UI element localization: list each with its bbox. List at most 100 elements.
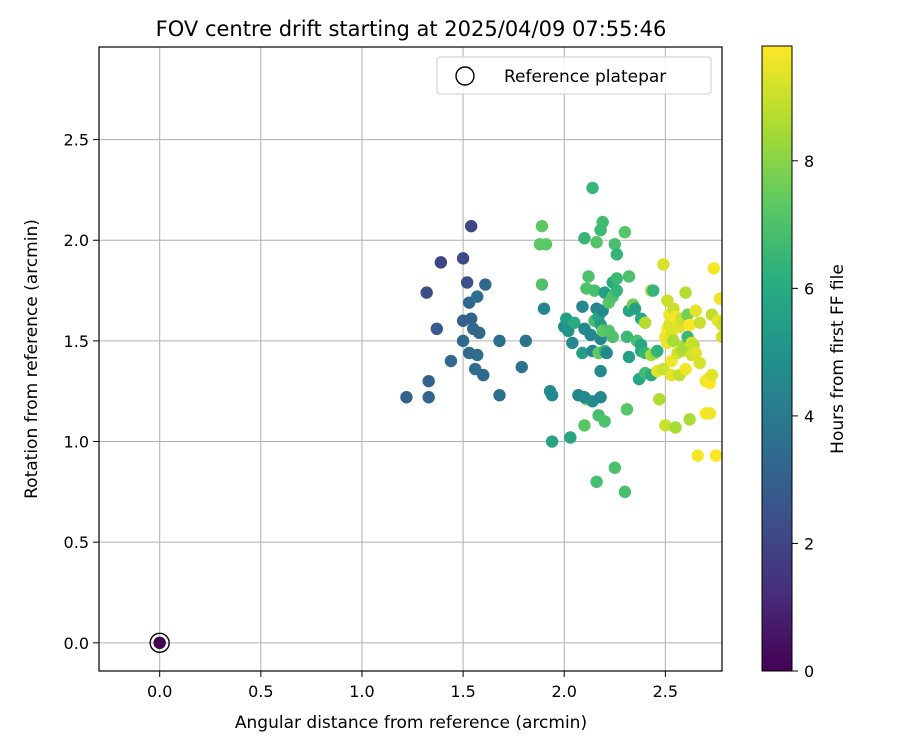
scatter-point xyxy=(594,391,607,404)
scatter-point xyxy=(715,318,722,331)
scatter-point xyxy=(434,256,448,269)
y-tick-label: 0.5 xyxy=(64,533,89,552)
scatter-point xyxy=(471,348,484,362)
y-tick-label: 1.5 xyxy=(64,332,89,351)
legend-reference-label: Reference platepar xyxy=(504,67,666,87)
scatter-point xyxy=(545,389,559,402)
scatter-point xyxy=(477,368,490,382)
scatter-point xyxy=(576,346,589,360)
scatter-point xyxy=(568,316,581,329)
reference-point xyxy=(153,636,166,650)
x-tick-label: 1.5 xyxy=(450,682,475,701)
x-tick-label: 1.0 xyxy=(349,682,374,701)
reference-platepar-marker xyxy=(149,632,170,654)
scatter-point xyxy=(610,272,624,285)
scatter-point xyxy=(715,330,722,344)
scatter-point xyxy=(705,368,719,382)
y-axis-ticks: 0.0 0.5 1.0 1.5 2.0 2.5 xyxy=(64,131,99,653)
y-tick-label: 0.0 xyxy=(64,634,89,653)
scatter-point xyxy=(535,219,549,233)
scatter-point xyxy=(653,393,666,406)
legend-box xyxy=(436,56,712,95)
scatter-point xyxy=(420,286,433,299)
scatter-point xyxy=(600,346,613,360)
scatter-point xyxy=(657,258,670,271)
colorbar-ticks: 0 2 4 6 8 xyxy=(792,152,814,681)
colorbar-tick-label: 4 xyxy=(804,407,814,426)
scatter-point xyxy=(638,316,652,329)
y-axis-label: Rotation from reference (arcmin) xyxy=(22,219,42,499)
scatter-point xyxy=(584,328,597,342)
scatter-points xyxy=(400,181,722,499)
scatter-point xyxy=(590,236,603,249)
scatter-point xyxy=(596,215,609,229)
scatter-point xyxy=(430,322,443,336)
scatter-point xyxy=(493,389,506,402)
reference-marker-group xyxy=(149,632,170,654)
scatter-point xyxy=(647,284,660,297)
scatter-point xyxy=(460,276,474,289)
scatter-point xyxy=(582,270,595,283)
scatter-point xyxy=(683,413,696,426)
scatter-point xyxy=(588,284,601,297)
colorbar-tick-label: 0 xyxy=(804,662,814,681)
scatter-point xyxy=(545,435,559,448)
scatter-point xyxy=(691,449,704,462)
scatter-point xyxy=(713,292,722,305)
scatter-point xyxy=(594,364,607,378)
scatter-point xyxy=(622,350,636,364)
colorbar-tick-label: 8 xyxy=(804,152,814,171)
scatter-point xyxy=(519,334,532,348)
scatter-point xyxy=(628,302,642,315)
scatter-point xyxy=(444,354,458,368)
colorbar-tick-label: 6 xyxy=(804,279,814,298)
scatter-point xyxy=(539,238,553,251)
scatter-point xyxy=(620,403,634,416)
y-tick-label: 2.0 xyxy=(64,231,89,250)
scatter-point xyxy=(679,286,692,299)
scatter-point xyxy=(464,312,478,325)
scatter-point xyxy=(618,225,632,239)
y-tick-label: 2.5 xyxy=(64,131,89,150)
scatter-point xyxy=(606,330,619,344)
scatter-point xyxy=(479,278,492,291)
legend: Reference platepar xyxy=(436,56,712,95)
scatter-point xyxy=(598,415,611,428)
x-tick-label: 0.0 xyxy=(147,682,172,701)
scatter-point xyxy=(422,374,435,388)
scatter-point xyxy=(586,181,599,195)
chart-title: FOV centre drift starting at 2025/04/09 … xyxy=(156,17,667,41)
scatter-point xyxy=(651,344,664,358)
scatter-point xyxy=(618,485,632,499)
scatter-point xyxy=(422,391,435,404)
colorbar xyxy=(761,45,793,672)
plot-background xyxy=(99,47,722,671)
scatter-point xyxy=(622,270,636,283)
scatter-point xyxy=(535,278,549,291)
scatter-point xyxy=(515,360,528,374)
scatter-point xyxy=(608,461,621,474)
scatter-point xyxy=(576,300,589,313)
scatter-point xyxy=(473,326,486,340)
scatter-point xyxy=(689,346,702,360)
x-tick-label: 2.5 xyxy=(653,682,678,701)
scatter-point xyxy=(669,421,682,434)
scatter-point xyxy=(493,334,506,348)
scatter-point xyxy=(703,407,717,420)
scatter-point xyxy=(707,262,721,275)
scatter-point xyxy=(610,284,624,297)
scatter-point xyxy=(578,232,591,245)
scatter-point xyxy=(667,334,680,348)
scatter-point xyxy=(590,475,603,488)
scatter-point xyxy=(620,330,634,344)
colorbar-tick-label: 2 xyxy=(804,534,814,553)
scatter-point xyxy=(400,391,413,404)
scatter-point xyxy=(709,449,722,462)
scatter-point xyxy=(689,304,702,317)
x-tick-label: 0.5 xyxy=(248,682,273,701)
scatter-point xyxy=(608,238,621,251)
scatter-point xyxy=(464,219,478,233)
scatter-point xyxy=(683,318,696,331)
plot-frame xyxy=(98,46,723,672)
